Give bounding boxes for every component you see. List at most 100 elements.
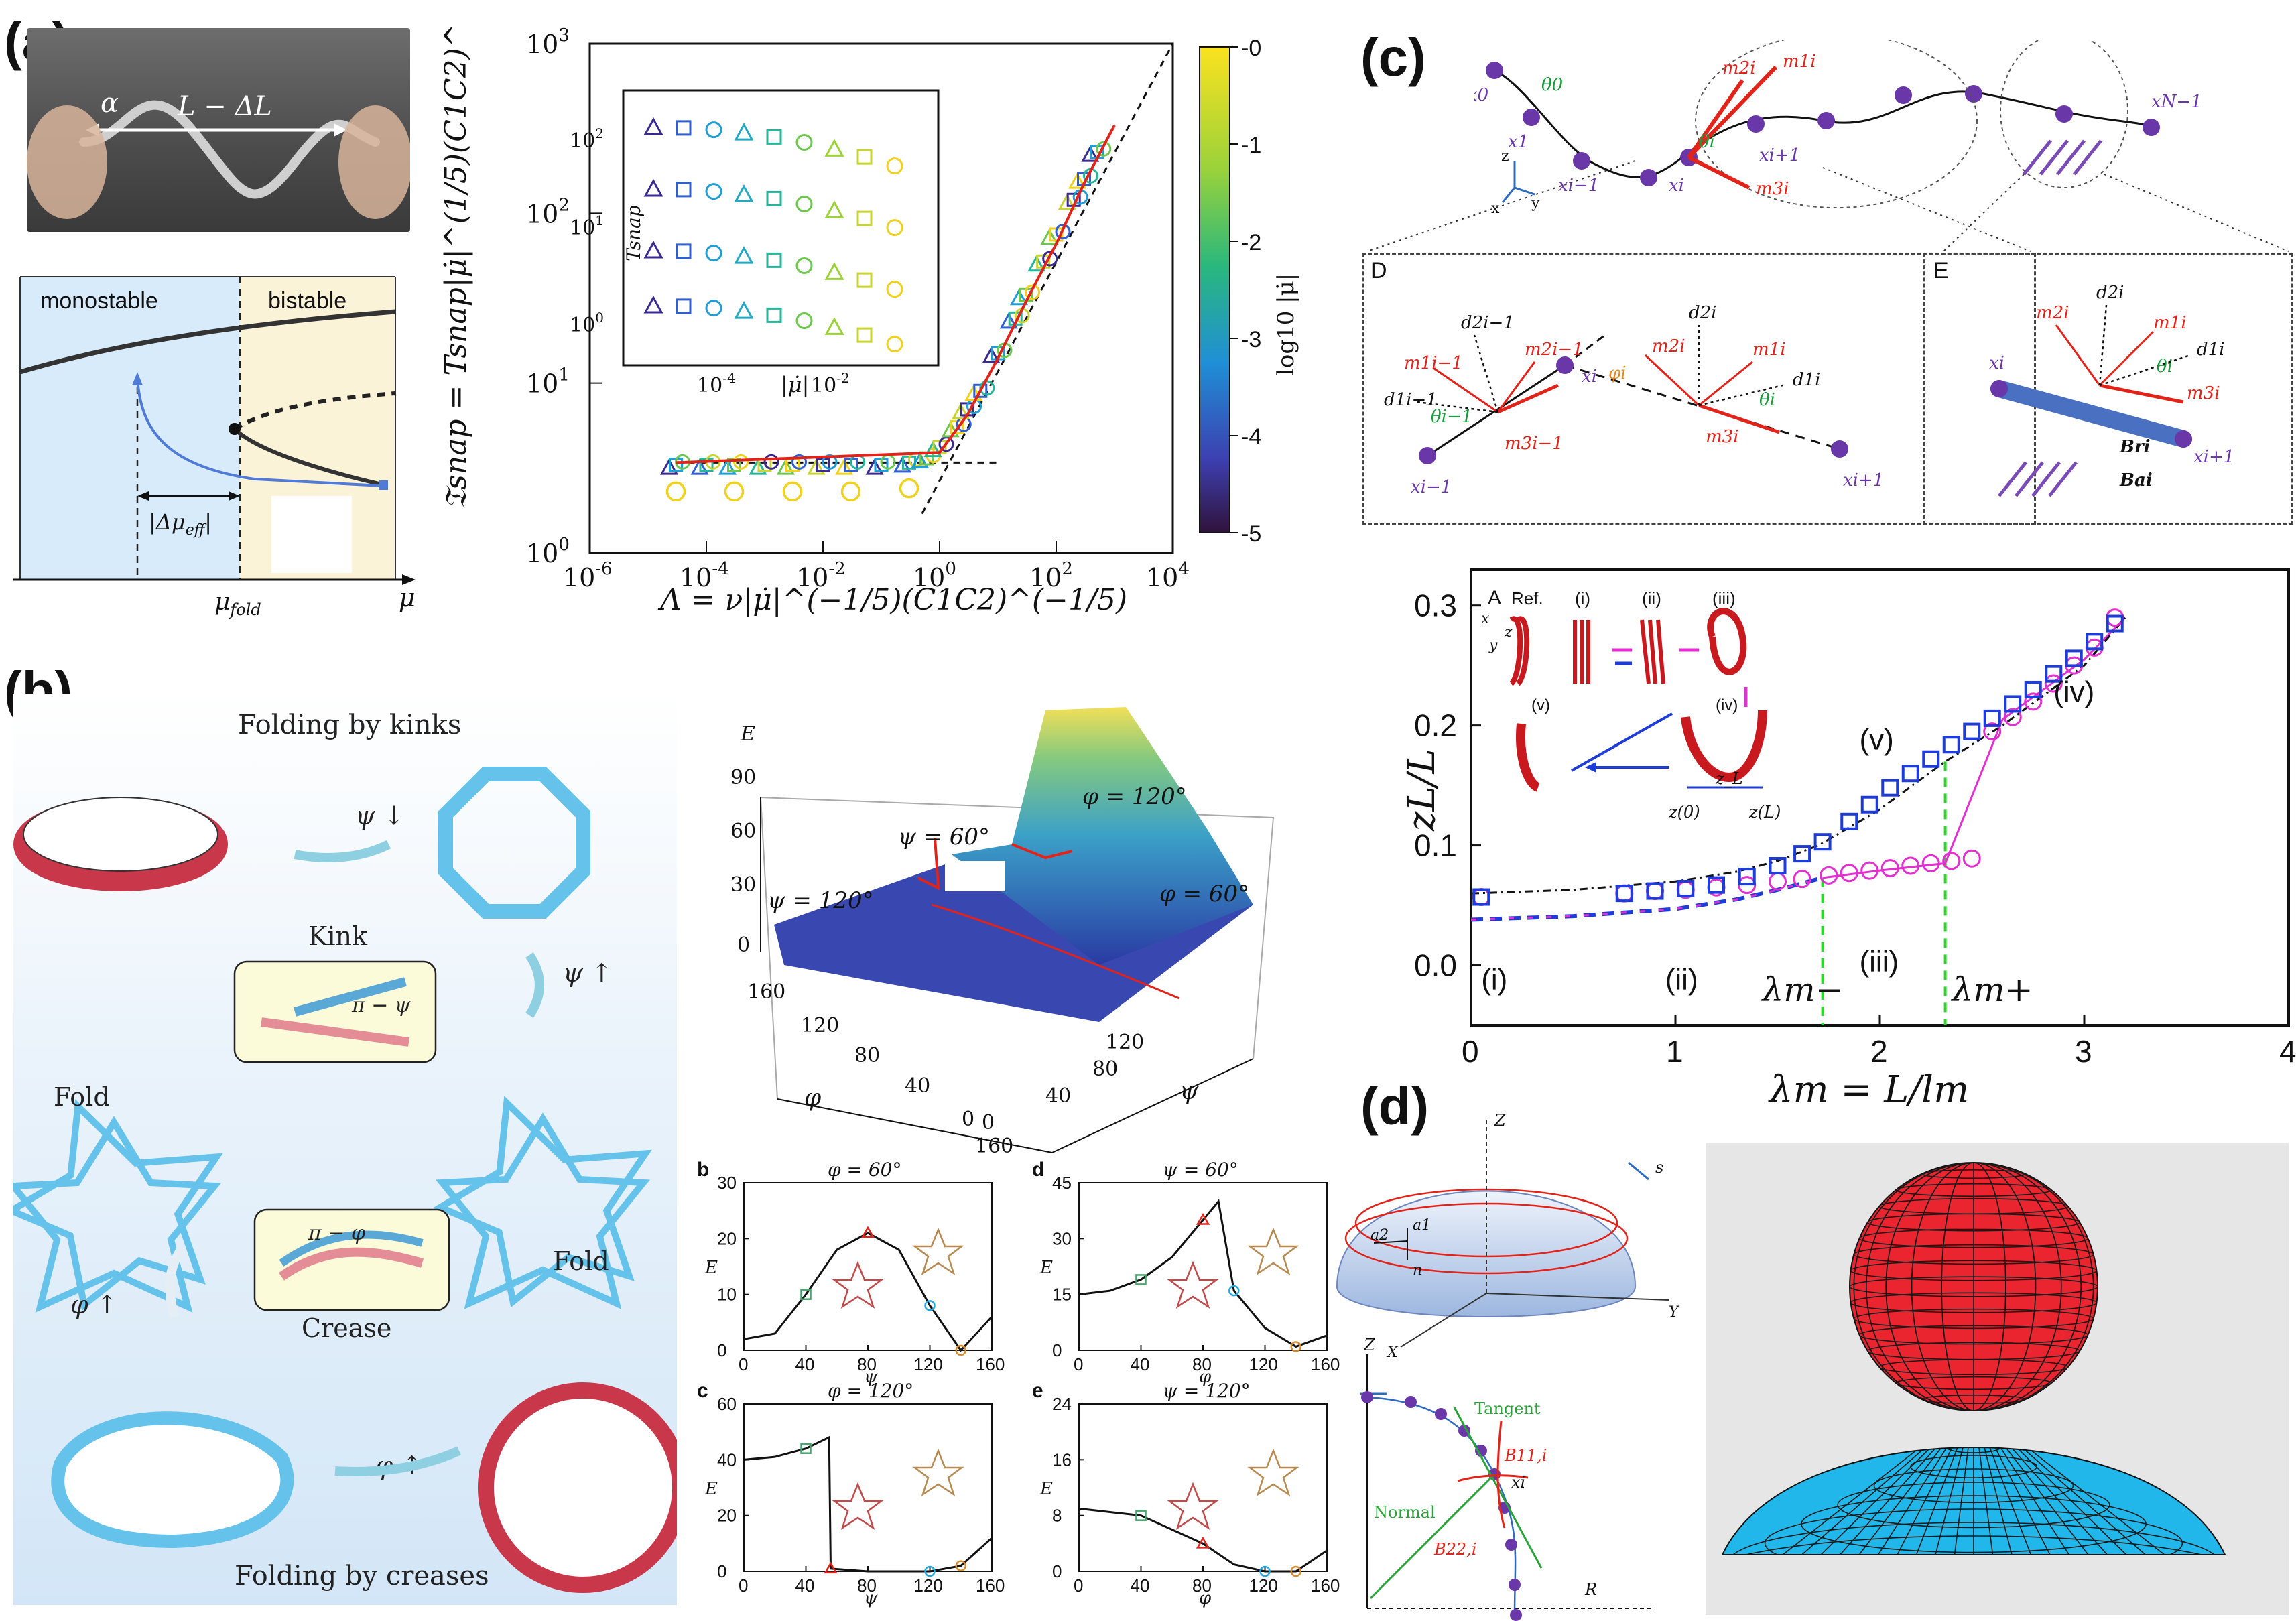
inset-point: [795, 134, 813, 151]
blue-square: [1963, 722, 1981, 740]
profile-normal-label: Normal: [1374, 1503, 1436, 1522]
x-tick-label: 0: [739, 1354, 748, 1374]
d-d2: d2i: [1689, 303, 1717, 323]
x-tick-label: 102: [1029, 559, 1073, 592]
inset-point: [705, 121, 722, 139]
cap-meridian: [1732, 1447, 1926, 1555]
sphere-meridian: [1853, 1163, 2094, 1411]
blue-square: [1860, 795, 1878, 814]
inset-point: [766, 252, 782, 268]
e-m3: m3i: [2187, 383, 2220, 403]
inset-point: [643, 240, 663, 259]
node-x1: x1: [1508, 132, 1529, 152]
x-tick-label: 80: [857, 1575, 877, 1596]
d-m3: m3i: [1706, 427, 1739, 447]
unstable-branch: [233, 391, 396, 431]
left-hand: [27, 105, 107, 219]
discrete-rod-diagram: x0 x1 xi−1 xi xi+1 xN−1 θ0 θi m1i m2i m3…: [1474, 40, 2202, 208]
blue-square: [1472, 888, 1490, 906]
profile-z-label: Z: [1363, 1336, 1376, 1354]
data-point: [724, 481, 745, 502]
blue-square: [1708, 876, 1725, 894]
inset-axis-x: x: [1481, 610, 1490, 627]
sphere-meridian: [1885, 1163, 2062, 1411]
energy-marker: [1196, 1536, 1210, 1549]
cap-meridian: [2016, 1447, 2189, 1555]
energy-marker: [924, 1565, 936, 1577]
box-e: [1923, 253, 2293, 525]
surface-z-tick-90: 90: [730, 766, 756, 789]
inset-point: [643, 117, 663, 135]
energy-cut-frame: [1078, 1182, 1328, 1351]
data-point: [763, 454, 779, 470]
star-glyph: [1247, 1448, 1299, 1496]
x-tick-label: 100: [913, 559, 956, 592]
energy-cut-xlabel: φ: [1199, 1588, 1212, 1608]
blue-square: [1813, 833, 1832, 851]
sphere-render: [1706, 1143, 2289, 1615]
energy-marker: [1259, 1565, 1271, 1577]
data-point: [1081, 145, 1100, 162]
colorbar: [1199, 46, 1230, 533]
blue-square: [1901, 765, 1919, 783]
y-tick-label: 0: [1052, 1340, 1062, 1360]
power-asymptote: [921, 43, 1174, 515]
profile-b22-label: B22,i: [1433, 1540, 1476, 1559]
y-tick-label: 0.3: [1414, 588, 1457, 623]
bent-strip: [79, 100, 380, 199]
data-point: [923, 440, 942, 458]
surface-z-tick-0: 0: [737, 933, 750, 957]
energy-cut-ylabel: E: [1039, 1479, 1053, 1499]
magenta-circle: [1793, 870, 1811, 889]
profile-tangent-label: Tangent: [1474, 1399, 1541, 1418]
star-glyph: [832, 1482, 884, 1530]
e-d2: d2i: [2096, 283, 2124, 303]
data-point: [951, 403, 970, 419]
inset-point: [886, 219, 903, 237]
colorbar-tick-label: -4: [1241, 424, 1261, 450]
inset-point: [705, 245, 722, 262]
energy-cut-d: d ψ = 60° 0 40 80 120 160 0 15 30 45 Eφ: [1032, 1159, 1340, 1387]
energy-marker: [1196, 1213, 1210, 1225]
x-tick-label: 40: [1131, 1575, 1150, 1596]
d-x-prev: xi−1: [1411, 477, 1452, 497]
crease-label: Crease: [302, 1313, 391, 1343]
arrow-psi-up: [525, 952, 544, 1018]
y-tick-label: 103: [526, 27, 570, 59]
star-fold-left: [13, 1099, 223, 1313]
region-label: (v): [1860, 723, 1894, 756]
cap-meridian: [1722, 1447, 1921, 1555]
length-label: L − ΔL: [177, 91, 272, 122]
phi-tick-120: 120: [801, 1014, 839, 1037]
d-m2: m2i: [1652, 336, 1685, 356]
inset-point: [824, 262, 844, 280]
y-tick-label: 16: [1052, 1449, 1072, 1470]
energy-marker: [924, 1300, 936, 1311]
e-br: Bri: [2119, 437, 2151, 457]
energy-cut-xlabel: φ: [1199, 1367, 1212, 1387]
y-tick-label: 20: [717, 1228, 737, 1248]
inset-point: [676, 120, 692, 136]
inset-point: [676, 243, 692, 259]
d-d1-prev: d1i−1: [1384, 390, 1438, 410]
m1-label: m1i: [1783, 52, 1816, 72]
blue-square: [1769, 857, 1787, 874]
inset-label-A: A: [1488, 587, 1501, 609]
x-tick-label: 120: [914, 1575, 943, 1596]
node-x-ip1: xi+1: [1759, 145, 1800, 166]
profile-r-label: R: [1584, 1580, 1597, 1599]
inset-x-tick: 10-2: [811, 370, 850, 397]
blue-square: [1922, 750, 1940, 768]
x-tick-label: 10-4: [680, 559, 729, 592]
axis-x: x: [1491, 200, 1500, 214]
bifurcation-diagram: monostable bistable |Δμeff| μfold μ: [13, 276, 416, 619]
cap-meridian: [1839, 1447, 1948, 1555]
black-dashdot-curve: [1470, 617, 2126, 895]
energy-marker: [955, 1560, 966, 1571]
data-point: [1027, 255, 1046, 272]
colorbar-label: log10 |μ̇|: [1273, 273, 1299, 375]
data-point: [979, 380, 995, 396]
energy-cut-subtitle: ψ = 60°: [1163, 1159, 1238, 1181]
surface-ridge: [952, 707, 1253, 965]
region-label: (iv): [2053, 675, 2094, 708]
